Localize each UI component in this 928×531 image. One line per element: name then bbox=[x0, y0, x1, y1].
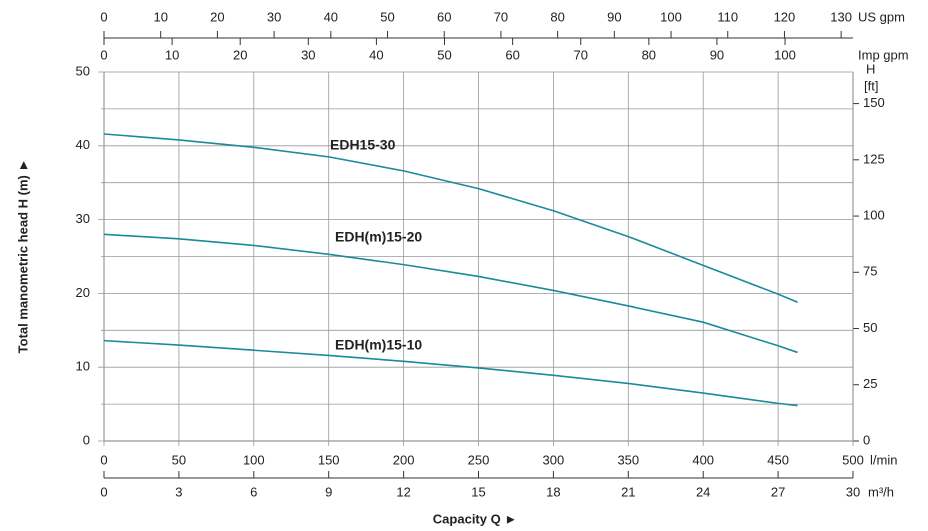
x-tick-label: 0 bbox=[100, 452, 107, 467]
tick-label: 21 bbox=[621, 484, 635, 499]
y-tick-label: 20 bbox=[76, 285, 90, 300]
top-unit: US gpm bbox=[858, 9, 905, 24]
tick-label: 50 bbox=[380, 9, 394, 24]
tick-label: 30 bbox=[301, 47, 315, 62]
tick-label: 12 bbox=[396, 484, 410, 499]
x-tick-label: 100 bbox=[243, 452, 265, 467]
y-tick-label: 30 bbox=[76, 211, 90, 226]
series-label: EDH(m)15-20 bbox=[335, 229, 422, 245]
tick-label: 27 bbox=[771, 484, 785, 499]
tick-label: 24 bbox=[696, 484, 710, 499]
y2-tick-label: 0 bbox=[863, 432, 870, 447]
curve bbox=[103, 233, 798, 354]
tick-label: 30 bbox=[846, 484, 860, 499]
x-tick-label: 50 bbox=[172, 452, 186, 467]
x-tick-label: 350 bbox=[617, 452, 639, 467]
tick-label: 100 bbox=[660, 9, 682, 24]
tick-label: 15 bbox=[471, 484, 485, 499]
tick-label: 100 bbox=[774, 47, 796, 62]
y-axis-label: Total manometric head H (m) ► bbox=[15, 159, 30, 354]
tick-label: 30 bbox=[267, 9, 281, 24]
top2-unit: Imp gpm bbox=[858, 47, 909, 62]
x-tick-label: 500 bbox=[842, 452, 864, 467]
tick-label: 40 bbox=[369, 47, 383, 62]
y2-tick-label: 125 bbox=[863, 151, 885, 166]
y2-label: H bbox=[866, 61, 875, 76]
curve bbox=[103, 339, 798, 407]
tick-label: 20 bbox=[233, 47, 247, 62]
y-tick-label: 10 bbox=[76, 359, 90, 374]
tick-label: 0 bbox=[100, 9, 107, 24]
tick-label: 90 bbox=[710, 47, 724, 62]
tick-label: 80 bbox=[642, 47, 656, 62]
series-label: EDH(m)15-10 bbox=[335, 337, 422, 353]
x-tick-label: 400 bbox=[692, 452, 714, 467]
tick-label: 70 bbox=[494, 9, 508, 24]
x-tick-label: 450 bbox=[767, 452, 789, 467]
x-tick-label: 150 bbox=[318, 452, 340, 467]
tick-label: 110 bbox=[717, 9, 738, 24]
y-tick-label: 0 bbox=[83, 432, 90, 447]
series-label: EDH15-30 bbox=[330, 137, 396, 153]
tick-label: 3 bbox=[175, 484, 182, 499]
tick-label: 20 bbox=[210, 9, 224, 24]
y2-tick-label: 25 bbox=[863, 376, 877, 391]
tick-label: 120 bbox=[774, 9, 796, 24]
tick-label: 60 bbox=[505, 47, 519, 62]
tick-label: 10 bbox=[165, 47, 179, 62]
y2-tick-label: 100 bbox=[863, 207, 885, 222]
x-axis-label: Capacity Q ► bbox=[433, 511, 517, 526]
tick-label: 50 bbox=[437, 47, 451, 62]
tick-label: 80 bbox=[550, 9, 564, 24]
tick-label: 9 bbox=[325, 484, 332, 499]
y2-tick-label: 150 bbox=[863, 95, 885, 110]
x-tick-label: 300 bbox=[543, 452, 565, 467]
y2-unit: [ft] bbox=[864, 78, 878, 93]
tick-label: 40 bbox=[324, 9, 338, 24]
tick-label: 130 bbox=[830, 9, 852, 24]
tick-label: 10 bbox=[153, 9, 167, 24]
y2-tick-label: 75 bbox=[863, 264, 877, 279]
x-tick-label: 200 bbox=[393, 452, 415, 467]
bottom2-unit: m³/h bbox=[868, 484, 894, 499]
x-unit: l/min bbox=[870, 452, 897, 467]
tick-label: 6 bbox=[250, 484, 257, 499]
tick-label: 18 bbox=[546, 484, 560, 499]
tick-label: 0 bbox=[100, 484, 107, 499]
y-tick-label: 40 bbox=[76, 137, 90, 152]
tick-label: 0 bbox=[100, 47, 107, 62]
y-tick-label: 50 bbox=[76, 63, 90, 78]
curve bbox=[103, 133, 798, 303]
x-tick-label: 250 bbox=[468, 452, 490, 467]
tick-label: 60 bbox=[437, 9, 451, 24]
tick-label: 70 bbox=[573, 47, 587, 62]
y2-tick-label: 50 bbox=[863, 320, 877, 335]
tick-label: 90 bbox=[607, 9, 621, 24]
